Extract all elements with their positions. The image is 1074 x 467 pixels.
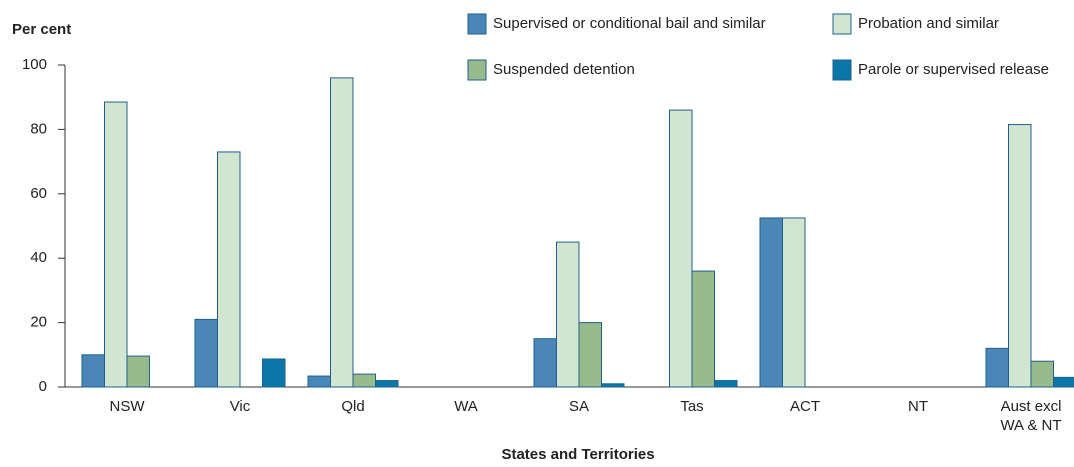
- x-tick-label: Aust excl WA & NT: [1000, 398, 1061, 434]
- bar: [307, 375, 331, 388]
- y-tick-label: 80: [30, 120, 47, 137]
- bar: [533, 338, 557, 388]
- legend-label: Probation and similar: [858, 15, 999, 32]
- legend-label: Supervised or conditional bail and simil…: [493, 15, 766, 32]
- y-tick-label: 60: [30, 185, 47, 202]
- bar: [669, 109, 693, 388]
- legend-swatch: [467, 13, 487, 35]
- x-tick-label: Qld: [341, 398, 364, 415]
- x-tick-label: WA: [454, 398, 478, 415]
- bar: [1053, 376, 1074, 388]
- bar: [759, 217, 783, 388]
- y-axis-title: Per cent: [12, 21, 71, 38]
- bar: [194, 318, 218, 388]
- bar: [217, 151, 241, 388]
- legend-label: Suspended detention: [493, 61, 635, 78]
- x-tick-label: Vic: [230, 398, 251, 415]
- bar: [262, 358, 286, 388]
- x-tick-label: Tas: [680, 398, 703, 415]
- x-axis-title: States and Territories: [501, 446, 654, 463]
- y-tick-label: 0: [39, 378, 47, 395]
- legend-swatch: [832, 13, 852, 35]
- bar: [556, 241, 580, 388]
- y-tick-label: 100: [22, 56, 47, 73]
- bar: [375, 380, 399, 388]
- y-tick-label: 40: [30, 249, 47, 266]
- x-tick-label: SA: [569, 398, 589, 415]
- bar: [1030, 360, 1054, 388]
- bar: [81, 354, 105, 388]
- bar: [782, 217, 806, 388]
- legend-swatch: [467, 59, 487, 81]
- bar: [104, 101, 128, 388]
- y-tick-label: 20: [30, 314, 47, 331]
- bar: [1008, 124, 1032, 388]
- bar: [330, 77, 354, 388]
- bar: [352, 373, 376, 388]
- bar: [714, 380, 738, 388]
- bar: [126, 355, 150, 388]
- bar: [578, 322, 602, 388]
- bar: [691, 270, 715, 388]
- legend-swatch: [832, 59, 852, 81]
- x-tick-label: ACT: [790, 398, 820, 415]
- bar: [601, 383, 625, 388]
- bar: [985, 347, 1009, 388]
- x-tick-label: NSW: [110, 398, 146, 415]
- legend-label: Parole or supervised release: [858, 61, 1049, 78]
- x-tick-label: NT: [908, 398, 928, 415]
